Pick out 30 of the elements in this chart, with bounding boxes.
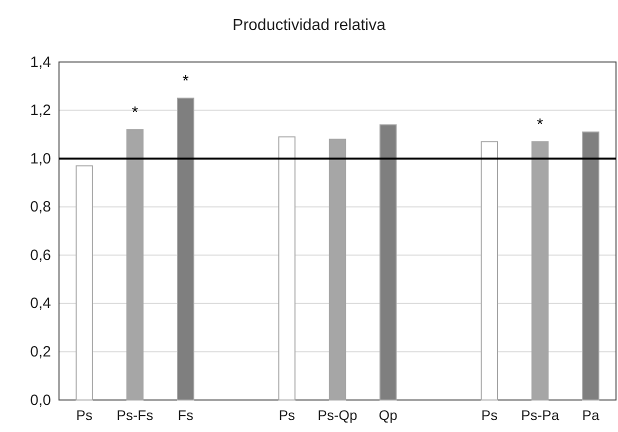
annotation: * <box>132 104 138 122</box>
bar <box>328 138 346 400</box>
bar <box>126 129 144 400</box>
y-tick-label: 1,4 <box>30 54 51 71</box>
bar <box>76 165 93 400</box>
x-tick-label: Ps <box>278 406 296 423</box>
annotation: * <box>182 73 189 90</box>
chart-title: Productividad relativa <box>232 17 386 34</box>
bar <box>278 136 296 400</box>
x-tick-label: Ps <box>481 406 498 423</box>
y-tick-label: 0,6 <box>30 246 51 264</box>
y-tick-label: 0,8 <box>30 198 51 216</box>
annotation: * <box>536 116 544 134</box>
y-tick-label: 0,2 <box>30 344 51 361</box>
bar <box>531 141 549 400</box>
y-tick-label: 1,2 <box>30 102 51 120</box>
bar <box>480 141 498 400</box>
y-tick-label: 0,0 <box>30 392 51 409</box>
x-tick-label: Qp <box>378 406 398 423</box>
x-tick-label: Ps-Fs <box>116 406 154 423</box>
x-tick-label: Ps-Pa <box>520 406 560 423</box>
x-tick-label: Pa <box>582 406 600 423</box>
x-tick-label: Ps-Qp <box>318 406 358 423</box>
bar <box>176 98 194 400</box>
x-tick-label: Fs <box>178 406 194 423</box>
bar <box>582 132 600 400</box>
y-tick-label: 0,4 <box>30 295 51 312</box>
bar <box>380 124 397 400</box>
y-tick-label: 1,0 <box>30 150 51 168</box>
x-tick-label: Ps <box>76 406 92 423</box>
